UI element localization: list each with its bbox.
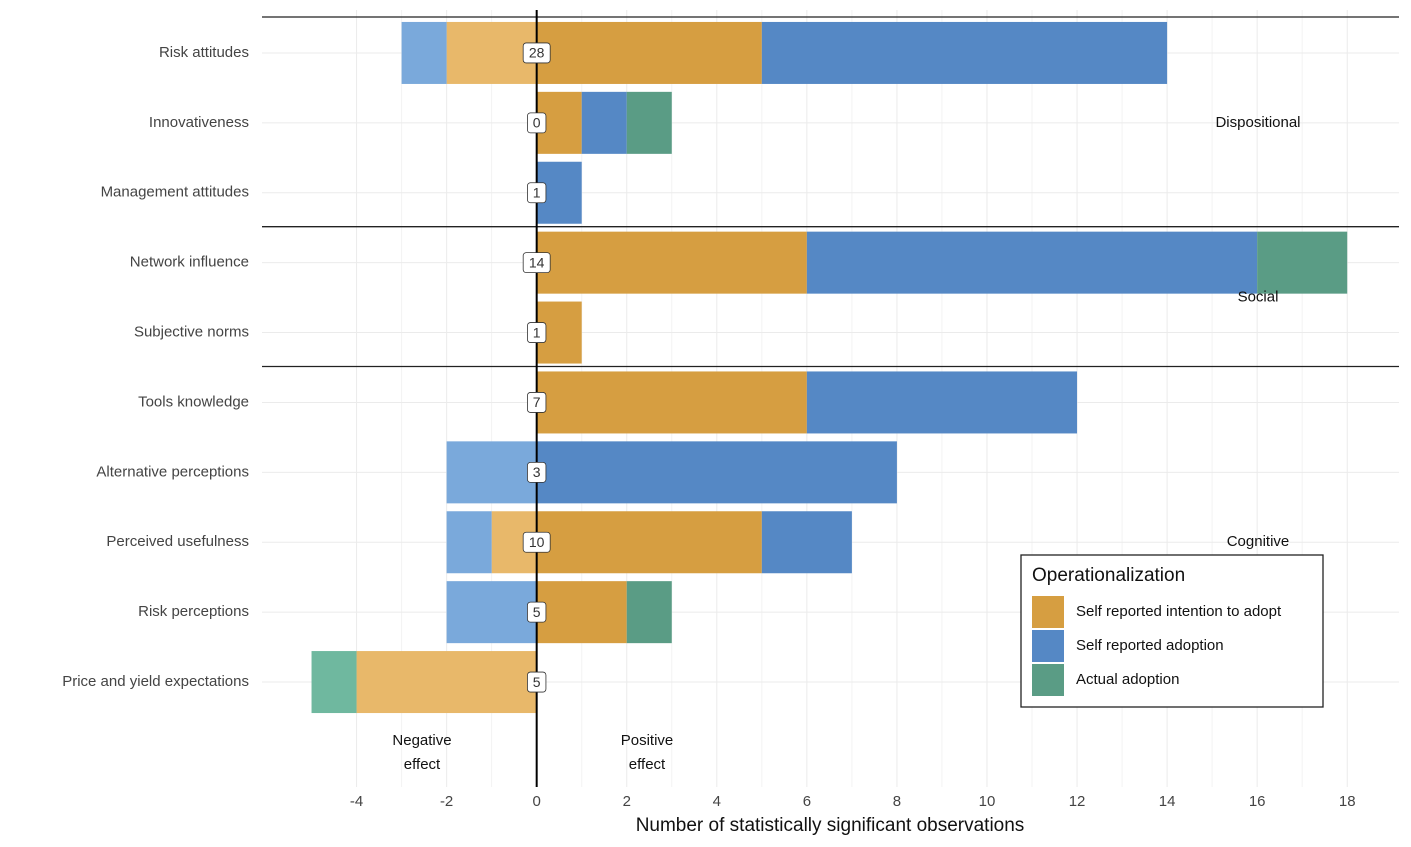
negative-bar-segment [356, 651, 537, 714]
negative-bar-segment [446, 21, 537, 84]
annotation: effect [404, 756, 441, 773]
annotation: effect [629, 756, 666, 773]
count-label-box [527, 392, 547, 413]
bar-segment [581, 91, 627, 154]
count-label-box [527, 461, 547, 483]
bar-segment [536, 441, 897, 504]
x-tick-label: 8 [893, 793, 901, 810]
count-label-box [527, 671, 547, 693]
legend-title: Operationalization [1032, 565, 1185, 586]
y-tick-label: Tools knowledge [138, 393, 249, 410]
y-tick-label: Risk attitudes [159, 44, 249, 61]
count-label: 7 [533, 394, 541, 410]
y-tick-label: Network influence [130, 254, 249, 271]
count-label: 10 [529, 534, 545, 550]
x-tick-label: 0 [533, 793, 541, 810]
y-tick-label: Price and yield expectations [62, 673, 249, 690]
x-tick-label: 4 [713, 793, 721, 810]
count-label: 28 [529, 45, 545, 61]
count-label: 5 [533, 674, 541, 690]
y-tick-label: Subjective norms [134, 324, 249, 341]
x-tick-label: -4 [350, 793, 363, 810]
bar-segment [536, 21, 762, 84]
legend-swatch [1032, 596, 1064, 628]
count-label-box [522, 252, 551, 274]
bar-segment [761, 511, 852, 574]
group-label: Cognitive [1227, 533, 1290, 550]
group-label: Dispositional [1215, 114, 1300, 131]
count-label: 5 [533, 604, 541, 620]
x-tick-label: 6 [803, 793, 811, 810]
count-label: 1 [533, 324, 541, 340]
bar-segment [626, 91, 672, 154]
x-tick-label: -2 [440, 793, 453, 810]
count-label-box [527, 182, 547, 204]
y-tick-label: Alternative perceptions [96, 463, 249, 480]
legend-box [1020, 554, 1324, 708]
count-label-box [527, 601, 547, 623]
bar-segment [536, 371, 807, 434]
count-label: 14 [529, 254, 545, 270]
x-tick-label: 12 [1069, 793, 1086, 810]
bar-segment [536, 511, 762, 574]
group-label: Social [1238, 289, 1279, 306]
count-label: 1 [533, 184, 541, 200]
annotation: Positive [621, 732, 674, 749]
x-axis-label: Number of statistically significant obse… [636, 815, 1025, 836]
x-tick-label: 14 [1159, 793, 1176, 810]
x-tick-label: 10 [979, 793, 996, 810]
negative-bar-segment [311, 651, 357, 714]
legend-swatch [1032, 664, 1064, 696]
count-label-box [522, 42, 551, 64]
y-tick-label: Perceived usefulness [106, 533, 249, 550]
y-tick-label: Innovativeness [149, 114, 249, 131]
x-tick-label: 2 [623, 793, 631, 810]
count-label-box [527, 322, 547, 343]
bar-segment [761, 21, 1168, 84]
y-tick-label: Management attitudes [101, 184, 249, 201]
bar-segment [536, 581, 627, 644]
negative-bar-segment [446, 511, 492, 574]
bar-segment [806, 371, 1078, 434]
x-tick-label: 18 [1339, 793, 1356, 810]
legend-label: Self reported adoption [1076, 637, 1224, 654]
bar-segment [806, 231, 1258, 294]
count-label-box [522, 531, 551, 553]
x-tick-label: 16 [1249, 793, 1266, 810]
bar-segment [536, 231, 807, 294]
annotation: Negative [392, 732, 451, 749]
legend-label: Actual adoption [1076, 671, 1179, 688]
count-label: 3 [533, 464, 541, 480]
legend-swatch [1032, 630, 1064, 662]
count-label: 0 [533, 115, 541, 131]
negative-bar-segment [401, 21, 447, 84]
negative-bar-segment [446, 581, 537, 644]
y-tick-label: Risk perceptions [138, 603, 249, 620]
bar-segment [1257, 231, 1348, 294]
negative-bar-segment [446, 441, 537, 504]
bar-segment [626, 581, 672, 644]
count-label-box [527, 112, 547, 134]
legend-label: Self reported intention to adopt [1076, 603, 1282, 620]
